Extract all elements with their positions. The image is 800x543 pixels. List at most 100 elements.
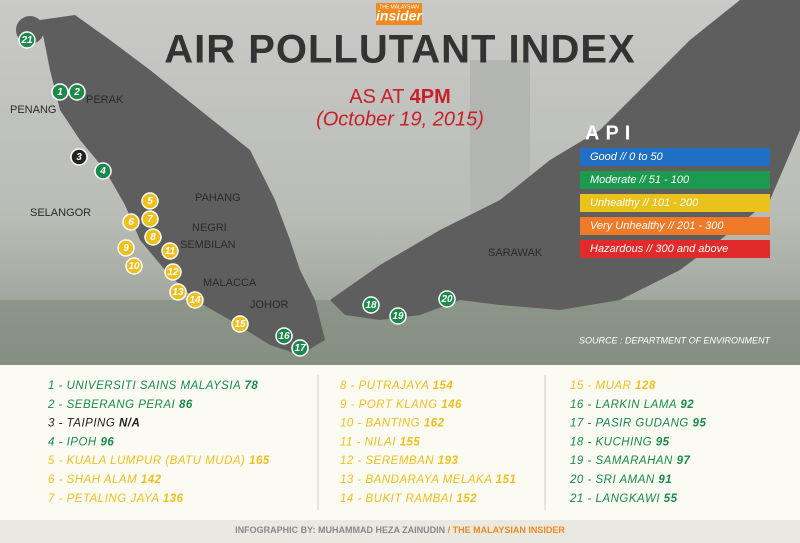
marker-number: 7 xyxy=(147,214,153,225)
station-reading: 91 xyxy=(658,474,672,486)
footer-bar xyxy=(0,520,800,543)
marker-number: 1 xyxy=(57,87,63,98)
station-marker xyxy=(161,242,179,260)
station-name: 8 - PUTRAJAYA xyxy=(340,380,429,392)
station-name: 10 - BANTING xyxy=(340,418,420,430)
station-row: 4 - IPOH 96 xyxy=(48,436,114,448)
station-marker xyxy=(362,296,380,314)
marker-number: 5 xyxy=(147,196,153,207)
marker-number: 3 xyxy=(76,152,82,163)
station-marker xyxy=(94,162,112,180)
marker-number: 20 xyxy=(440,294,453,305)
station-row: 16 - LARKIN LAMA 92 xyxy=(570,399,694,411)
station-reading: 136 xyxy=(163,493,184,505)
station-name: 14 - BUKIT RAMBAI xyxy=(340,493,453,505)
region-label: SEMBILAN xyxy=(180,239,236,251)
station-marker xyxy=(186,291,204,309)
station-reading: 86 xyxy=(179,399,193,411)
station-reading: 151 xyxy=(496,474,517,486)
peninsula xyxy=(40,15,325,355)
region-label: PENANG xyxy=(10,104,56,116)
station-name: 21 - LANGKAWI xyxy=(569,493,660,505)
station-reading: 146 xyxy=(441,399,462,411)
station-marker xyxy=(144,228,162,246)
legend-swatch xyxy=(580,217,770,235)
station-reading: 142 xyxy=(141,474,162,486)
marker-number: 12 xyxy=(167,267,179,278)
station-name: 12 - SEREMBAN xyxy=(340,455,434,467)
station-row: 6 - SHAH ALAM 142 xyxy=(48,474,162,486)
station-reading: 155 xyxy=(400,436,421,448)
station-marker xyxy=(125,257,143,275)
as-at-line: AS AT 4PM xyxy=(349,86,451,108)
station-name: 20 - SRI AMAN xyxy=(569,474,655,486)
brand-box xyxy=(376,3,422,25)
station-name: 15 - MUAR xyxy=(570,380,631,392)
station-name: 5 - KUALA LUMPUR (BATU MUDA) xyxy=(48,455,245,467)
region-label: SARAWAK xyxy=(488,247,543,259)
station-marker xyxy=(122,213,140,231)
station-reading: 92 xyxy=(680,399,694,411)
region-label: PERAK xyxy=(86,94,124,106)
time: 4PM xyxy=(410,86,451,108)
station-marker xyxy=(231,315,249,333)
marker-number: 6 xyxy=(128,217,134,228)
marker-number: 18 xyxy=(365,300,377,311)
legend-swatch xyxy=(580,194,770,212)
station-name: 2 - SEBERANG PERAI xyxy=(47,399,176,411)
station-name: 6 - SHAH ALAM xyxy=(48,474,137,486)
station-reading: N/A xyxy=(119,418,140,430)
legend-label: Very Unhealthy // 201 - 300 xyxy=(590,220,724,232)
station-reading: 152 xyxy=(456,493,477,505)
station-name: 9 - PORT KLANG xyxy=(340,399,438,411)
marker-number: 21 xyxy=(20,35,33,46)
region-label: SELANGOR xyxy=(30,207,91,219)
source: SOURCE : DEPARTMENT OF ENVIRONMENT xyxy=(579,335,772,345)
marker-number: 11 xyxy=(165,246,176,257)
station-row: 8 - PUTRAJAYA 154 xyxy=(340,380,453,392)
station-row: 18 - KUCHING 95 xyxy=(570,436,670,448)
marker-number: 15 xyxy=(234,319,246,330)
footer: INFOGRAPHIC BY: MUHAMMAD HEZA ZAINUDIN /… xyxy=(235,525,565,535)
brand: insider xyxy=(376,8,423,24)
station-reading: 154 xyxy=(433,380,454,392)
station-row: 17 - PASIR GUDANG 95 xyxy=(570,418,706,430)
station-name: 11 - NILAI xyxy=(340,436,396,448)
station-marker xyxy=(169,283,187,301)
station-row: 9 - PORT KLANG 146 xyxy=(340,399,462,411)
region-label: PAHANG xyxy=(195,192,241,204)
publisher: / THE MALAYSIAN INSIDER xyxy=(448,525,566,535)
station-reading: 162 xyxy=(424,418,445,430)
marker-number: 2 xyxy=(73,87,80,98)
station-row: 2 - SEBERANG PERAI 86 xyxy=(47,399,193,411)
as-at: AS AT xyxy=(349,86,404,108)
station-reading: 55 xyxy=(664,493,678,505)
title: AIR POLLUTANT INDEX xyxy=(164,28,636,72)
legend-swatch xyxy=(580,240,770,258)
region-label: NEGRI xyxy=(192,222,227,234)
region-label: MALACCA xyxy=(203,277,257,289)
station-name: 3 - TAIPING xyxy=(48,418,115,430)
station-row: 3 - TAIPING N/A xyxy=(48,418,140,430)
station-reading: 128 xyxy=(635,380,656,392)
station-name: 4 - IPOH xyxy=(48,436,97,448)
station-marker xyxy=(291,339,309,357)
station-reading: 193 xyxy=(438,455,459,467)
station-row: 21 - LANGKAWI 55 xyxy=(569,493,678,505)
marker-number: 8 xyxy=(150,232,156,243)
station-row: 19 - SAMARAHAN 97 xyxy=(570,455,690,467)
legend-label: Unhealthy // 101 - 200 xyxy=(590,197,699,209)
station-row: 11 - NILAI 155 xyxy=(340,436,420,448)
credit: INFOGRAPHIC BY: MUHAMMAD HEZA ZAINUDIN xyxy=(235,525,445,535)
station-reading: 95 xyxy=(693,418,707,430)
station-row: 5 - KUALA LUMPUR (BATU MUDA) 165 xyxy=(48,455,270,467)
station-name: 7 - PETALING JAYA xyxy=(48,493,159,505)
station-marker xyxy=(438,290,456,308)
station-reading: 78 xyxy=(245,380,259,392)
station-marker xyxy=(141,192,159,210)
station-marker xyxy=(141,210,159,228)
station-row: 12 - SEREMBAN 193 xyxy=(340,455,459,467)
marker-number: 14 xyxy=(189,295,201,306)
station-name: 13 - BANDARAYA MELAKA xyxy=(340,474,492,486)
